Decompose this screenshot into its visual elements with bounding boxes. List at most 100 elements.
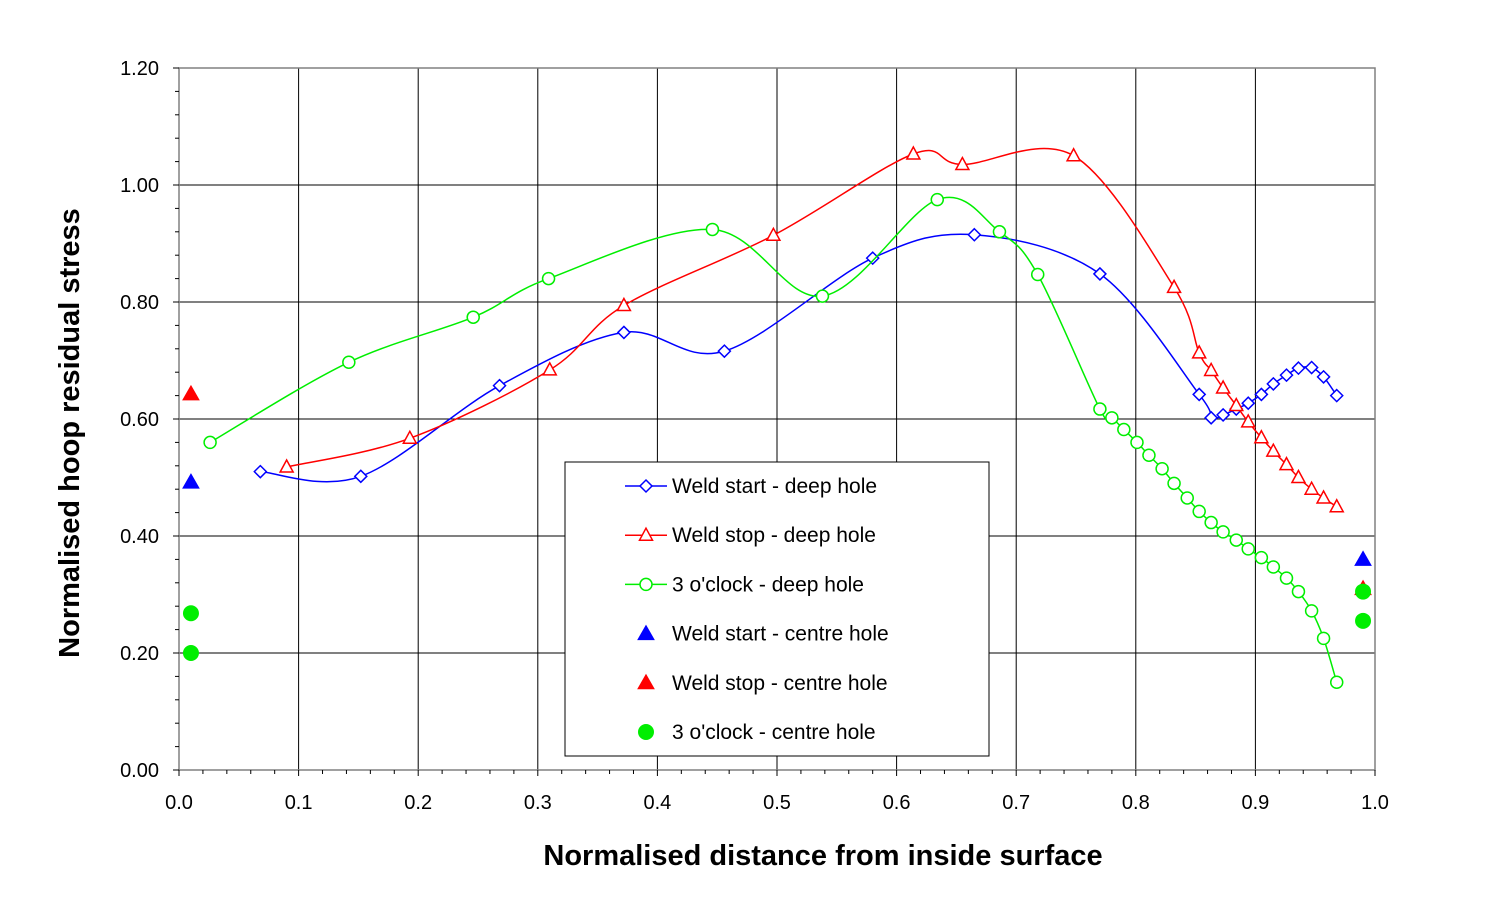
data-point bbox=[1355, 612, 1372, 629]
x-tick-label: 0.1 bbox=[285, 792, 313, 814]
data-point bbox=[1180, 491, 1194, 505]
data-point bbox=[1130, 435, 1144, 450]
data-point bbox=[717, 344, 732, 359]
series-2 bbox=[278, 145, 1345, 513]
legend-entry: 3 o'clock - deep hole bbox=[625, 573, 864, 596]
series-layer bbox=[182, 145, 1372, 689]
data-point bbox=[1328, 498, 1345, 513]
data-point bbox=[1266, 376, 1281, 391]
data-point bbox=[1316, 631, 1331, 646]
data-point bbox=[815, 289, 830, 303]
data-point bbox=[1304, 360, 1319, 375]
legend-entry: Weld stop - centre hole bbox=[637, 672, 888, 695]
x-tick-label: 0.6 bbox=[883, 792, 911, 814]
legend-label: Weld start - deep hole bbox=[672, 475, 877, 498]
data-point bbox=[1290, 468, 1307, 484]
legend: Weld start - deep hole Weld stop - deep h… bbox=[564, 461, 990, 757]
data-point bbox=[1228, 396, 1245, 412]
data-point bbox=[1215, 379, 1231, 394]
x-tick-label: 0.4 bbox=[643, 792, 671, 814]
data-point bbox=[1354, 550, 1372, 566]
y-tick-label: 1.00 bbox=[120, 175, 159, 197]
legend-label: Weld start - centre hole bbox=[672, 623, 889, 646]
data-point bbox=[182, 384, 200, 401]
legend-marker bbox=[637, 673, 655, 690]
data-point bbox=[542, 361, 558, 376]
data-point bbox=[954, 155, 971, 171]
data-point bbox=[1191, 344, 1207, 359]
data-point bbox=[1254, 387, 1269, 402]
data-point bbox=[1192, 387, 1207, 402]
data-point bbox=[1065, 147, 1082, 162]
data-point bbox=[182, 473, 200, 489]
data-point bbox=[1216, 525, 1230, 539]
data-point bbox=[616, 296, 632, 312]
data-point bbox=[1142, 448, 1156, 463]
data-point bbox=[1240, 413, 1256, 428]
data-point bbox=[1253, 429, 1270, 444]
y-tick-label: 0.00 bbox=[120, 760, 159, 782]
data-point bbox=[203, 435, 217, 450]
data-point bbox=[1315, 489, 1332, 504]
legend-entry: Weld start - deep hole bbox=[625, 475, 877, 498]
x-tick-label: 0.7 bbox=[1002, 792, 1030, 814]
data-point bbox=[1030, 267, 1045, 282]
x-tick-label: 0.8 bbox=[1122, 792, 1150, 814]
data-point bbox=[1204, 515, 1218, 530]
grid bbox=[179, 68, 1375, 770]
data-point bbox=[1279, 571, 1294, 585]
data-point bbox=[1355, 583, 1372, 600]
data-point bbox=[1291, 361, 1306, 376]
data-point bbox=[1167, 476, 1181, 491]
series-6 bbox=[182, 583, 1372, 661]
legend-marker bbox=[638, 724, 654, 740]
axis-ticks: 0.0 0.1 0.2 0.3 0.4 0.5 0.6 0.7 0.8 0.9 1.0 0.00 0.2… bbox=[120, 58, 1389, 814]
data-point bbox=[1316, 369, 1331, 384]
x-tick-label: 0.3 bbox=[524, 792, 552, 814]
data-point bbox=[1241, 396, 1256, 411]
data-point bbox=[616, 325, 631, 340]
y-axis-title: Normalised hoop residual stress bbox=[54, 208, 86, 658]
x-tick-label: 1.0 bbox=[1361, 792, 1389, 814]
data-point bbox=[992, 225, 1007, 239]
legend-marker bbox=[638, 526, 654, 541]
data-point bbox=[1265, 442, 1282, 457]
legend-box bbox=[564, 461, 990, 757]
legend-marker bbox=[637, 624, 655, 641]
data-point bbox=[905, 145, 922, 160]
data-point bbox=[1117, 422, 1131, 437]
data-point bbox=[930, 192, 945, 207]
data-point bbox=[1093, 402, 1107, 416]
data-point bbox=[1279, 368, 1294, 383]
data-point bbox=[342, 355, 356, 370]
x-axis-title: Normalised distance from inside surface bbox=[543, 840, 1102, 872]
data-point bbox=[278, 458, 295, 473]
legend-entry: 3 o'clock - centre hole bbox=[638, 721, 876, 744]
y-tick-label: 0.40 bbox=[120, 526, 159, 548]
data-point bbox=[1266, 560, 1281, 574]
data-point bbox=[1304, 604, 1319, 618]
data-point bbox=[1278, 456, 1295, 471]
data-point bbox=[492, 378, 507, 393]
series-3 bbox=[203, 192, 1344, 689]
legend-marker bbox=[638, 478, 654, 494]
data-point bbox=[765, 226, 782, 242]
data-point bbox=[1203, 361, 1219, 377]
data-point bbox=[1155, 461, 1169, 476]
data-point bbox=[1254, 550, 1269, 565]
data-point bbox=[1291, 584, 1306, 599]
data-point bbox=[1229, 533, 1244, 547]
y-tick-label: 0.20 bbox=[120, 643, 159, 665]
data-point bbox=[1329, 675, 1344, 689]
data-point bbox=[705, 222, 720, 237]
y-tick-label: 0.60 bbox=[120, 409, 159, 431]
x-tick-label: 0.9 bbox=[1241, 792, 1269, 814]
data-point bbox=[1166, 278, 1182, 294]
data-point bbox=[182, 645, 199, 661]
legend-label: Weld stop - centre hole bbox=[672, 672, 888, 695]
legend-marker bbox=[639, 577, 653, 592]
data-point bbox=[1216, 407, 1231, 422]
legend-entry: Weld start - centre hole bbox=[637, 623, 889, 646]
